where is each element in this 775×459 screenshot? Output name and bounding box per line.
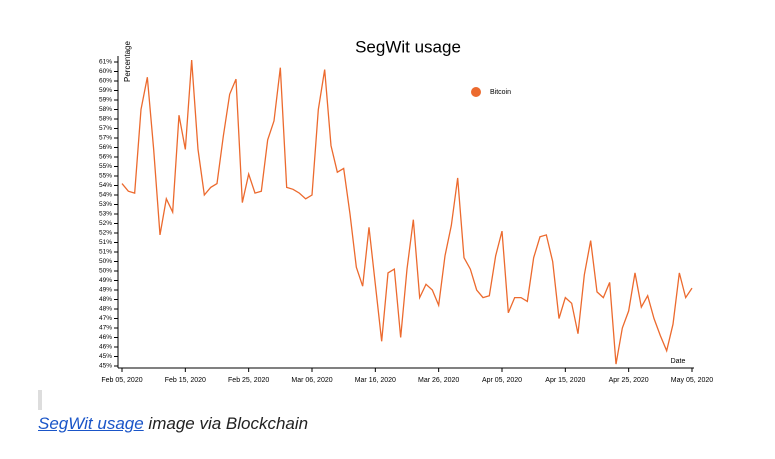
y-tick-label: 51%: [99, 239, 112, 246]
y-tick-label: 47%: [99, 315, 112, 322]
x-tick-label: May 05, 2020: [671, 377, 714, 384]
caption: SegWit usage image via Blockchain: [38, 414, 308, 434]
y-tick-label: 49%: [99, 277, 112, 284]
y-tick-label: 56%: [99, 154, 112, 161]
y-tick-label: 46%: [99, 334, 112, 341]
y-tick-label: 48%: [99, 296, 112, 303]
y-tick-label: 52%: [99, 220, 112, 227]
y-axis-label: Percentage: [123, 41, 132, 82]
x-tick-label: Mar 16, 2020: [355, 377, 396, 384]
y-tick-label: 47%: [99, 325, 112, 332]
y-tick-label: 60%: [99, 68, 112, 75]
y-tick-label: 57%: [99, 125, 112, 132]
caption-text: image via Blockchain: [148, 414, 309, 433]
y-tick-label: 50%: [99, 268, 112, 275]
x-tick-label: Feb 05, 2020: [101, 377, 142, 384]
caption-link[interactable]: SegWit usage: [38, 414, 144, 433]
y-tick-label: 50%: [99, 258, 112, 265]
y-tick-label: 49%: [99, 287, 112, 294]
chart: SegWit usage Percentage Date 45% 45% 46% 46…: [99, 37, 714, 384]
x-tick-label: Apr 05, 2020: [482, 377, 522, 384]
y-tick-label: 54%: [99, 192, 112, 199]
x-tick-label: Mar 26, 2020: [418, 377, 459, 384]
y-tick-label: 58%: [99, 106, 112, 113]
x-tick-label: Feb 25, 2020: [228, 377, 269, 384]
x-tick-label: Apr 25, 2020: [609, 377, 649, 384]
y-tick-label: 56%: [99, 144, 112, 151]
legend-marker: [471, 87, 481, 97]
y-tick-label: 58%: [99, 116, 112, 123]
y-tick-label: 51%: [99, 249, 112, 256]
y-tick-label: 55%: [99, 173, 112, 180]
x-tick-label: Mar 06, 2020: [291, 377, 332, 384]
y-tick-label: 52%: [99, 230, 112, 237]
y-tick-label: 45%: [99, 363, 112, 370]
y-tick-label: 53%: [99, 211, 112, 218]
y-tick-label: 59%: [99, 87, 112, 94]
y-tick-label: 55%: [99, 163, 112, 170]
x-tick-label: Apr 15, 2020: [545, 377, 585, 384]
y-tick-label: 53%: [99, 201, 112, 208]
x-tick-label: Feb 15, 2020: [165, 377, 206, 384]
quote-bar: [38, 390, 42, 410]
y-tick-label: 46%: [99, 344, 112, 351]
y-tick-label: 54%: [99, 182, 112, 189]
legend-label: Bitcoin: [490, 89, 511, 96]
y-tick-label: 61%: [99, 59, 112, 66]
line: [121, 60, 693, 365]
y-tick-label: 57%: [99, 135, 112, 142]
chart-title: SegWit usage: [355, 37, 461, 56]
y-tick-label: 45%: [99, 353, 112, 360]
y-tick-label: 59%: [99, 97, 112, 104]
y-tick-label: 60%: [99, 78, 112, 85]
x-axis-label: Date: [671, 358, 686, 365]
y-tick-label: 48%: [99, 306, 112, 313]
